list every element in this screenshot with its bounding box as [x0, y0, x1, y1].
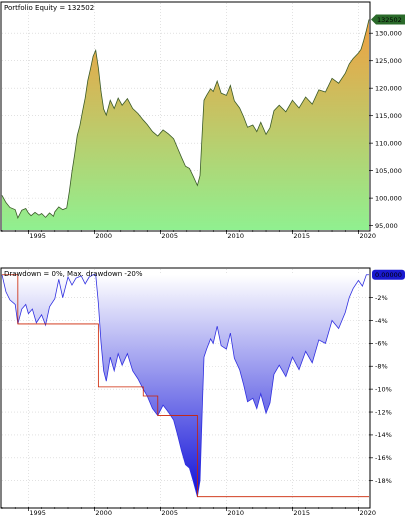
equity-xtick-label: 2010 [227, 232, 244, 240]
drawdown-ytick-label: -10% [375, 385, 392, 393]
equity-ytick-label: 130,000 [375, 30, 402, 38]
drawdown-panel: 1995 2000 2005 2010 2015 2020 -2% -4% -6% -8% -10%… [0, 267, 405, 515]
drawdown-ytick-label: -2% [375, 294, 388, 302]
drawdown-ytick-label: -4% [375, 317, 388, 325]
equity-axis-ticks: 1995 2000 2005 2010 2015 2020 95,000 100,000 105… [1, 30, 402, 240]
equity-xtick-label: 2005 [161, 232, 178, 240]
drawdown-ytick-label: -8% [375, 363, 388, 371]
drawdown-xtick-label: 2005 [161, 509, 178, 515]
equity-ytick-label: 115,000 [375, 112, 402, 120]
equity-xtick-label: 2000 [95, 232, 112, 240]
drawdown-last-value-label: 0.00000 [375, 271, 402, 279]
equity-line [1, 19, 370, 219]
equity-panel: 1995 2000 2005 2010 2015 2020 95,000 100,000 105… [0, 1, 405, 240]
drawdown-title: Drawdown = 0%, Max. drawdown -20% [4, 270, 143, 278]
drawdown-xtick-label: 1995 [29, 509, 46, 515]
drawdown-xtick-label: 2010 [227, 509, 244, 515]
equity-xtick-label: 2015 [293, 232, 310, 240]
drawdown-axis-ticks: 1995 2000 2005 2010 2015 2020 -2% -4% -6% -8% -10%… [1, 294, 392, 515]
equity-xtick-label: 1995 [29, 232, 46, 240]
drawdown-xtick-label: 2015 [293, 509, 310, 515]
equity-ytick-label: 125,000 [375, 57, 402, 65]
equity-ytick-label: 120,000 [375, 84, 402, 92]
drawdown-xtick-label: 2020 [359, 509, 376, 515]
drawdown-ytick-label: -18% [375, 477, 392, 485]
drawdown-xtick-label: 2000 [95, 509, 112, 515]
equity-title: Portfolio Equity = 132502 [4, 4, 94, 12]
equity-xtick-label: 2020 [359, 232, 376, 240]
drawdown-ytick-label: -12% [375, 408, 392, 416]
drawdown-ytick-label: -6% [375, 340, 388, 348]
drawdown-area [2, 274, 369, 497]
equity-ytick-label: 100,000 [375, 194, 402, 202]
equity-ytick-label: 110,000 [375, 139, 402, 147]
equity-area [2, 19, 369, 231]
drawdown-last-value-badge: 0.00000 [372, 269, 405, 280]
drawdown-line [1, 274, 369, 497]
equity-last-value-badge: 132502 [371, 14, 405, 25]
drawdown-ytick-label: -16% [375, 454, 392, 462]
drawdown-ytick-label: -14% [375, 431, 392, 439]
max-drawdown-line [2, 274, 369, 498]
equity-last-value-label: 132502 [377, 16, 402, 24]
equity-ytick-label: 105,000 [375, 167, 402, 175]
equity-ytick-label: 95,000 [375, 222, 398, 230]
